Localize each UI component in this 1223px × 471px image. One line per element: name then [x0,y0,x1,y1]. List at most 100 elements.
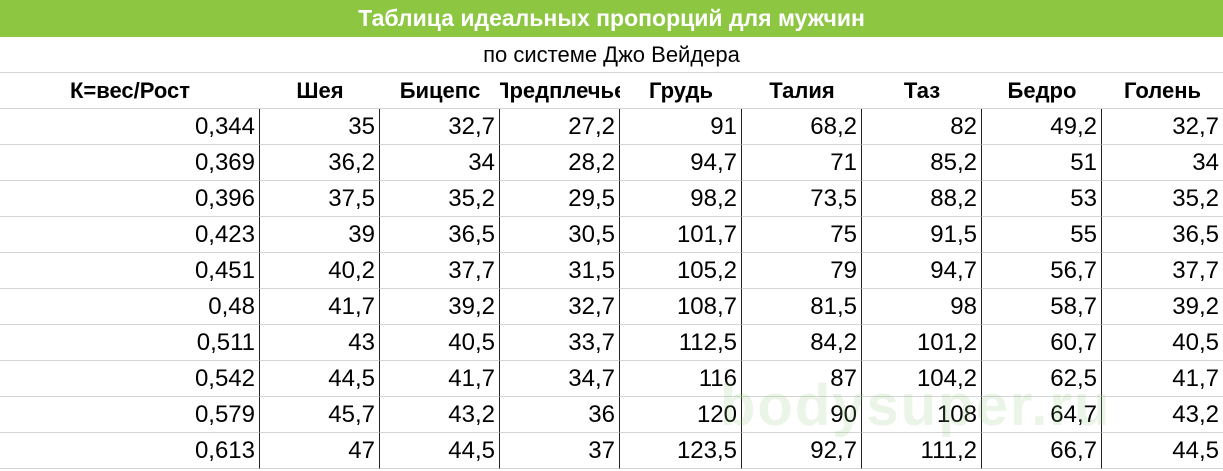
table-cell: 55 [982,217,1102,253]
table-cell: 105,2 [620,253,742,289]
table-cell: 112,5 [620,325,742,361]
table-cell: 116 [620,361,742,397]
table-cell: 29,5 [500,181,620,217]
table-cell: 56,7 [982,253,1102,289]
table-cell: 36,2 [260,145,380,181]
table-cell: 0,542 [0,361,260,397]
table-cell: 123,5 [620,433,742,469]
table-cell: 32,7 [380,109,500,145]
table-cell: 90 [742,397,862,433]
table-cell: 64,7 [982,397,1102,433]
table-cell: 66,7 [982,433,1102,469]
table-cell: 36 [500,397,620,433]
table-cell: 35,2 [380,181,500,217]
table-cell: 53 [982,181,1102,217]
table-cell: 36,5 [380,217,500,253]
table-cell: 37,7 [380,253,500,289]
table-cell: 108,7 [620,289,742,325]
table-cell: 47 [260,433,380,469]
table-cell: 0,579 [0,397,260,433]
table-cell: 31,5 [500,253,620,289]
table-cell: 41,7 [380,361,500,397]
table-cell: 91 [620,109,742,145]
table-cell: 51 [982,145,1102,181]
table-cell: 101,7 [620,217,742,253]
table-cell: 0,48 [0,289,260,325]
table-cell: 0,511 [0,325,260,361]
table-cell: 120 [620,397,742,433]
table-subtitle: по системе Джо Вейдера [0,37,1223,73]
table-cell: 87 [742,361,862,397]
table-cell: 49,2 [982,109,1102,145]
table-cell: 33,7 [500,325,620,361]
table-cell: 82 [862,109,982,145]
column-header: Голень [1102,73,1223,109]
table-cell: 39,2 [380,289,500,325]
table-cell: 85,2 [862,145,982,181]
table-cell: 35 [260,109,380,145]
table-cell: 0,344 [0,109,260,145]
column-header: Грудь [620,73,742,109]
table-cell: 94,7 [620,145,742,181]
table-cell: 27,2 [500,109,620,145]
table-cell: 44,5 [380,433,500,469]
column-header: К=вес/Рост [0,73,260,109]
table-cell: 39,2 [1102,289,1223,325]
table-cell: 30,5 [500,217,620,253]
table-cell: 0,396 [0,181,260,217]
table-cell: 34 [1102,145,1223,181]
column-header: Талия [742,73,862,109]
table-cell: 58,7 [982,289,1102,325]
table-cell: 111,2 [862,433,982,469]
table-cell: 37 [500,433,620,469]
column-header: Шея [260,73,380,109]
table-cell: 94,7 [862,253,982,289]
table-cell: 79 [742,253,862,289]
table-cell: 28,2 [500,145,620,181]
table-cell: 73,5 [742,181,862,217]
table-cell: 0,613 [0,433,260,469]
table-cell: 32,7 [1102,109,1223,145]
column-header: Бедро [982,73,1102,109]
table-cell: 68,2 [742,109,862,145]
table-cell: 98 [862,289,982,325]
column-header: Бицепс [380,73,500,109]
table-cell: 62,5 [982,361,1102,397]
table-cell: 40,5 [1102,325,1223,361]
table-cell: 40,2 [260,253,380,289]
table-cell: 43 [260,325,380,361]
table-cell: 32,7 [500,289,620,325]
table-cell: 91,5 [862,217,982,253]
table-cell: 0,451 [0,253,260,289]
table-cell: 45,7 [260,397,380,433]
table-cell: 41,7 [260,289,380,325]
table-cell: 84,2 [742,325,862,361]
table-cell: 37,7 [1102,253,1223,289]
table-cell: 44,5 [1102,433,1223,469]
column-header: Предплечье [500,73,620,109]
table-cell: 104,2 [862,361,982,397]
table-cell: 108 [862,397,982,433]
table-cell: 43,2 [1102,397,1223,433]
table-cell: 75 [742,217,862,253]
table-cell: 39 [260,217,380,253]
table-cell: 40,5 [380,325,500,361]
table-cell: 71 [742,145,862,181]
table-cell: 37,5 [260,181,380,217]
table-cell: 92,7 [742,433,862,469]
table-cell: 60,7 [982,325,1102,361]
table-cell: 81,5 [742,289,862,325]
table-cell: 44,5 [260,361,380,397]
table-cell: 34 [380,145,500,181]
table-cell: 0,369 [0,145,260,181]
table-cell: 43,2 [380,397,500,433]
table-cell: 34,7 [500,361,620,397]
column-header: Таз [862,73,982,109]
table-title: Таблица идеальных пропорций для мужчин [0,0,1223,37]
table-cell: 35,2 [1102,181,1223,217]
table-cell: 98,2 [620,181,742,217]
table-cell: 88,2 [862,181,982,217]
table-cell: 36,5 [1102,217,1223,253]
table-cell: 0,423 [0,217,260,253]
